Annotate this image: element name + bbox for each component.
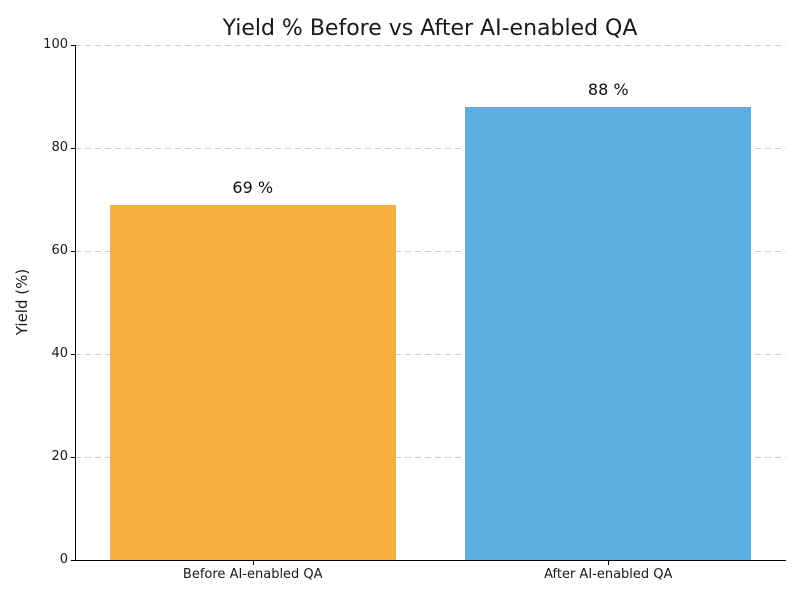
bar-before-ai-enabled-qa xyxy=(109,204,396,560)
gridline xyxy=(75,45,786,46)
y-axis-spine xyxy=(75,45,76,561)
bar-value-label: 88 % xyxy=(587,79,629,99)
y-tick-mark xyxy=(71,45,75,46)
y-tick-mark xyxy=(71,148,75,149)
x-tick-label: After AI-enabled QA xyxy=(544,567,673,582)
y-tick-label: 40 xyxy=(51,346,68,361)
y-tick-label: 0 xyxy=(59,552,68,567)
bar-after-ai-enabled-qa xyxy=(465,106,752,560)
y-tick-label: 60 xyxy=(51,243,68,258)
x-axis-spine xyxy=(75,560,786,561)
gridline xyxy=(75,354,786,355)
gridline xyxy=(75,251,786,252)
y-axis-label: Yield (%) xyxy=(13,268,31,336)
chart-title: Yield % Before vs After AI-enabled QA xyxy=(222,16,638,41)
x-tick-mark xyxy=(252,561,254,565)
y-tick-mark xyxy=(71,457,75,458)
y-tick-mark xyxy=(71,560,75,561)
x-tick-label: Before AI-enabled QA xyxy=(182,567,323,582)
bar-value-label: 69 % xyxy=(232,177,274,197)
gridline xyxy=(75,148,786,149)
y-tick-mark xyxy=(71,354,75,355)
y-tick-mark xyxy=(71,251,75,252)
y-tick-label: 20 xyxy=(51,449,68,464)
gridline xyxy=(75,457,786,458)
y-tick-label: 80 xyxy=(51,140,68,155)
y-tick-label: 100 xyxy=(43,37,68,52)
x-tick-mark xyxy=(608,561,610,565)
